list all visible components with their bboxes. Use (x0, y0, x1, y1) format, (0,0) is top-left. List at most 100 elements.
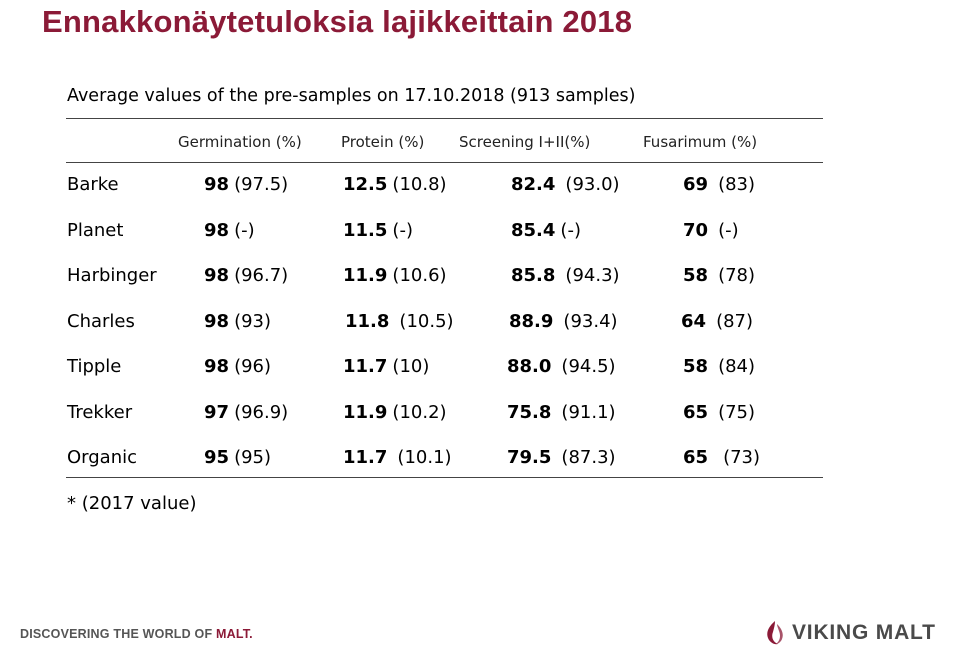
germination-value: 97 (204, 402, 230, 423)
germination-value: 95 (204, 447, 230, 468)
screening-cell: 88.9 (93.4) (509, 311, 618, 332)
screening-cell: 85.8 (94.3) (511, 265, 620, 286)
screening-value: 85.8 (511, 265, 556, 286)
protein-value: 11.9 (343, 265, 388, 286)
variety-name: Charles (67, 311, 135, 332)
slide-title: Ennakkonäytetuloksia lajikkeittain 2018 (42, 4, 633, 39)
screening-value: 75.8 (507, 402, 552, 423)
variety-name: Harbinger (67, 265, 157, 286)
protein-previous-value: (10.8) (392, 174, 447, 195)
logo-text: VIKING MALT (792, 621, 936, 644)
germination-value: 98 (204, 356, 230, 377)
germination-previous-value: (96) (234, 356, 272, 377)
tagline: DISCOVERING THE WORLD OF MALT. (20, 627, 253, 641)
fusarium-cell: 70 (-) (683, 220, 739, 241)
protein-previous-value: (10.1) (397, 447, 452, 468)
table-row: Tipple 98 (96) 11.7 (10) 88.0 (94.5) 58 (84) (0, 356, 956, 382)
fusarium-cell: 58 (84) (683, 356, 755, 377)
protein-value: 11.7 (343, 447, 388, 468)
fusarium-cell: 64 (87) (681, 311, 753, 332)
screening-value: 82.4 (511, 174, 556, 195)
variety-name: Planet (67, 220, 124, 241)
table-header-rule (66, 162, 823, 163)
fusarium-previous-value: (87) (716, 311, 754, 332)
protein-cell: 11.9 (10.2) (343, 402, 447, 423)
germination-previous-value: (-) (234, 220, 255, 241)
screening-previous-value: (93.0) (565, 174, 620, 195)
column-header-screening: Screening I+II(%) (459, 133, 591, 151)
screening-cell: 85.4 (-) (511, 220, 581, 241)
fusarium-previous-value: (84) (718, 356, 756, 377)
fusarium-cell: 69 (83) (683, 174, 755, 195)
protein-value: 11.8 (345, 311, 390, 332)
screening-previous-value: (94.3) (565, 265, 620, 286)
table-top-rule (66, 118, 823, 119)
screening-cell: 75.8 (91.1) (507, 402, 616, 423)
fusarium-value: 70 (683, 220, 709, 241)
viking-malt-logo: VIKING MALT (763, 618, 936, 648)
screening-value: 85.4 (511, 220, 556, 241)
germination-previous-value: (95) (234, 447, 272, 468)
column-header-fusarium: Fusarimum (%) (643, 133, 758, 151)
protein-cell: 12.5 (10.8) (343, 174, 447, 195)
table-row: Barke 98 (97.5) 12.5 (10.8) 82.4 (93.0) 69 (83) (0, 174, 956, 200)
column-header-protein: Protein (%) (341, 133, 425, 151)
variety-name: Barke (67, 174, 119, 195)
screening-previous-value: (87.3) (561, 447, 616, 468)
protein-previous-value: (10.2) (392, 402, 447, 423)
protein-previous-value: (10.5) (399, 311, 454, 332)
screening-cell: 79.5 (87.3) (507, 447, 616, 468)
table-row: Organic 95 (95) 11.7 (10.1) 79.5 (87.3) 65 (73) (0, 447, 956, 473)
germination-previous-value: (96.9) (234, 402, 289, 423)
fusarium-value: 58 (683, 356, 709, 377)
germination-cell: 98 (93) (204, 311, 271, 332)
barley-drop-icon (767, 621, 783, 645)
protein-value: 11.7 (343, 356, 388, 377)
protein-value: 12.5 (343, 174, 388, 195)
protein-previous-value: (10.6) (392, 265, 447, 286)
protein-value: 11.9 (343, 402, 388, 423)
fusarium-previous-value: (-) (718, 220, 739, 241)
table-bottom-rule (66, 477, 823, 478)
table-row: Trekker 97 (96.9) 11.9 (10.2) 75.8 (91.1) 65 (75… (0, 402, 956, 428)
screening-previous-value: (-) (560, 220, 581, 241)
protein-cell: 11.8 (10.5) (345, 311, 454, 332)
protein-cell: 11.9 (10.6) (343, 265, 447, 286)
screening-value: 88.9 (509, 311, 554, 332)
footnote: * (2017 value) (67, 493, 197, 514)
protein-cell: 11.5 (-) (343, 220, 413, 241)
fusarium-previous-value: (73) (723, 447, 761, 468)
table-row: Planet 98 (-) 11.5 (-) 85.4 (-) 70 (-) (0, 220, 956, 246)
germination-value: 98 (204, 265, 230, 286)
screening-previous-value: (93.4) (563, 311, 618, 332)
fusarium-value: 64 (681, 311, 707, 332)
protein-value: 11.5 (343, 220, 388, 241)
germination-cell: 95 (95) (204, 447, 271, 468)
germination-value: 98 (204, 220, 230, 241)
fusarium-value: 65 (683, 402, 709, 423)
fusarium-cell: 65 (75) (683, 402, 755, 423)
table-row: Charles 98 (93) 11.8 (10.5) 88.9 (93.4) 64 (87) (0, 311, 956, 337)
germination-previous-value: (97.5) (234, 174, 289, 195)
screening-cell: 82.4 (93.0) (511, 174, 620, 195)
germination-cell: 98 (-) (204, 220, 255, 241)
germination-cell: 98 (96.7) (204, 265, 288, 286)
fusarium-cell: 65 (73) (683, 447, 760, 468)
germination-previous-value: (96.7) (234, 265, 289, 286)
germination-value: 98 (204, 311, 230, 332)
variety-name: Trekker (67, 402, 133, 423)
fusarium-value: 69 (683, 174, 709, 195)
screening-previous-value: (94.5) (561, 356, 616, 377)
variety-name: Organic (67, 447, 138, 468)
fusarium-value: 65 (683, 447, 709, 468)
germination-previous-value: (93) (234, 311, 272, 332)
germination-value: 98 (204, 174, 230, 195)
tagline-emphasis: MALT. (215, 627, 253, 641)
table-caption: Average values of the pre-samples on 17.… (67, 86, 636, 106)
fusarium-previous-value: (83) (718, 174, 756, 195)
germination-cell: 97 (96.9) (204, 402, 288, 423)
column-header-germination: Germination (%) (178, 133, 302, 151)
protein-cell: 11.7 (10) (343, 356, 429, 377)
screening-value: 88.0 (507, 356, 552, 377)
fusarium-previous-value: (78) (718, 265, 756, 286)
